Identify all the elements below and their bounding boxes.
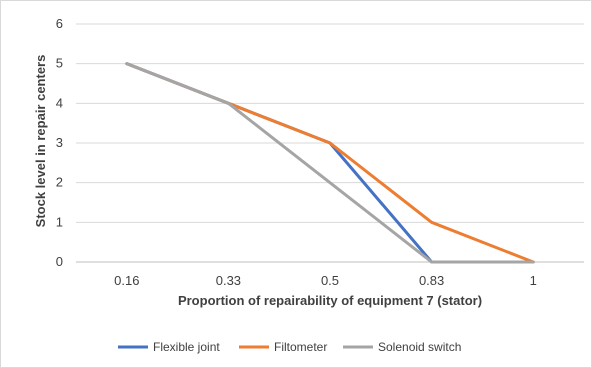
series-line-2 bbox=[125, 62, 535, 264]
y-tick-label: 2 bbox=[56, 175, 63, 190]
legend: Flexible joint Filtometer Solenoid switch bbox=[118, 340, 461, 354]
y-axis-title: Stock level in repair centers bbox=[33, 55, 48, 228]
x-axis-ticks: 0.16 0.33 0.5 0.83 1 bbox=[114, 273, 537, 288]
y-axis-ticks: 0 1 2 3 4 5 6 bbox=[56, 16, 63, 269]
series-line-1 bbox=[125, 62, 535, 264]
series-line-0 bbox=[125, 62, 535, 264]
x-tick-label: 0.83 bbox=[419, 273, 444, 288]
x-axis-title: Proportion of repairability of equipment… bbox=[178, 293, 482, 308]
y-tick-label: 0 bbox=[56, 254, 63, 269]
legend-label: Flexible joint bbox=[153, 340, 220, 354]
series-lines bbox=[125, 62, 535, 264]
legend-label: Solenoid switch bbox=[378, 340, 461, 354]
y-tick-label: 3 bbox=[56, 135, 63, 150]
y-tick-label: 6 bbox=[56, 16, 63, 31]
y-tick-label: 1 bbox=[56, 214, 63, 229]
y-tick-label: 5 bbox=[56, 56, 63, 71]
y-tick-label: 4 bbox=[56, 95, 63, 110]
x-tick-label: 0.16 bbox=[114, 273, 139, 288]
legend-label: Filtometer bbox=[274, 340, 327, 354]
x-tick-label: 0.5 bbox=[321, 273, 339, 288]
x-tick-label: 1 bbox=[530, 273, 537, 288]
x-tick-label: 0.33 bbox=[216, 273, 241, 288]
